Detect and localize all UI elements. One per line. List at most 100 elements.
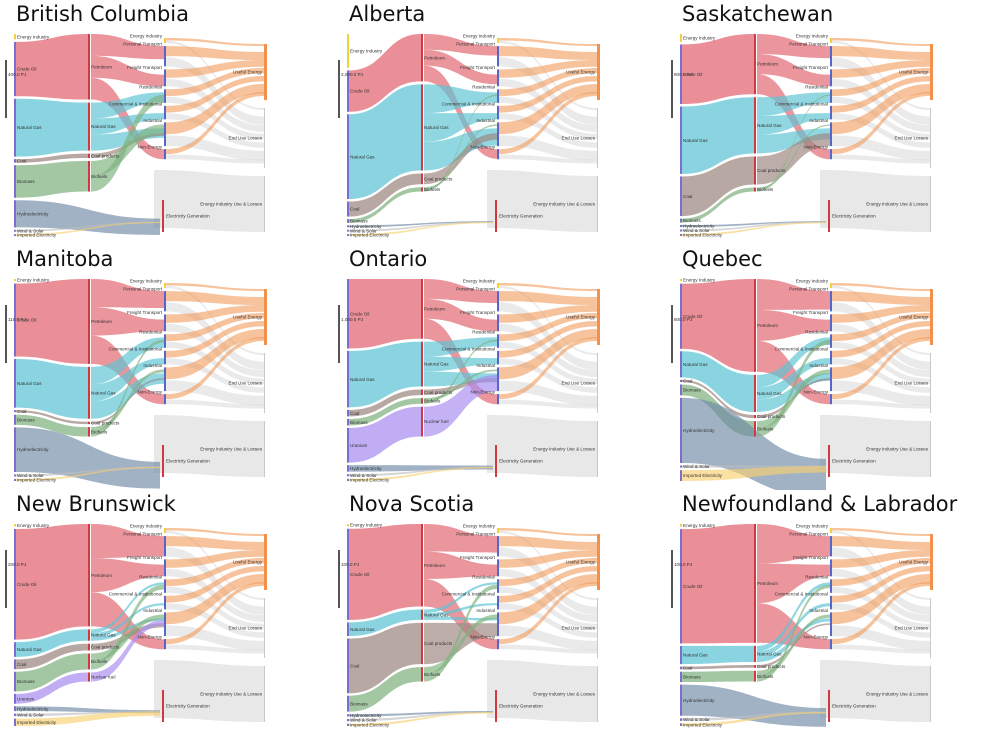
useful-energy-flow — [166, 337, 264, 400]
source-label: Uranium — [350, 443, 368, 448]
outcome-node — [597, 421, 598, 477]
useful-energy-flow — [166, 60, 264, 78]
carrier-node-coal — [754, 665, 756, 668]
sector-flow — [424, 374, 497, 437]
sector-node — [164, 89, 166, 103]
flow-bands — [16, 279, 264, 489]
sector-label: Industrial — [476, 118, 495, 123]
source-node-natural_gas — [347, 114, 349, 200]
source-label: Coal — [17, 409, 26, 414]
useful-energy-flow — [499, 46, 597, 61]
source-node-biomass — [14, 165, 16, 198]
sector-flow — [91, 558, 164, 593]
loss-flow — [499, 586, 597, 630]
carrier-label: Petroleum — [757, 62, 778, 67]
carrier-node-natural_gas — [421, 341, 423, 387]
carrier-node-uranium — [88, 672, 90, 682]
nodes: Energy Industry Crude Oil Natural Gas Coal B… — [14, 278, 267, 483]
sector-flow — [91, 358, 164, 402]
source-label: Natural Gas — [17, 125, 42, 130]
source-flow-natural_gas — [682, 351, 754, 412]
flow-bands — [16, 34, 264, 236]
source-label: Biomass — [683, 218, 701, 223]
sector-flow — [91, 113, 164, 135]
source-label: Crude Oil — [17, 582, 36, 587]
outcome-node — [264, 289, 267, 345]
scale-bar — [5, 550, 7, 608]
sector-flow — [757, 94, 830, 192]
carrier-label: Coal products — [757, 414, 786, 419]
sector-node — [497, 291, 499, 312]
source-label: Wind & Solar — [683, 464, 710, 469]
useful-energy-flow — [166, 305, 264, 323]
energy-industry-loss-flow — [820, 170, 930, 232]
outcome-node — [597, 44, 600, 100]
source-node-crude_oil — [347, 528, 349, 620]
carrier-node-biomass — [421, 398, 423, 404]
outcome-label: Useful Energy — [899, 315, 929, 320]
outcome-node — [597, 598, 598, 658]
useful-energy-flow — [166, 68, 264, 97]
useful-energy-flow — [166, 536, 264, 551]
carrier-label: Coal products — [757, 168, 786, 173]
source-label: Natural Gas — [17, 381, 42, 386]
loss-flow — [832, 530, 930, 601]
carrier-label: Natural Gas — [757, 652, 782, 657]
outcome-label: Useful Energy — [233, 315, 263, 320]
energy-industry-loss-flow — [487, 170, 597, 232]
carrier-label: Biofuels — [424, 672, 441, 677]
sector-label: Energy Industry — [463, 33, 496, 38]
sector-label: Freight Transport — [460, 310, 496, 315]
carrier-label: Petroleum — [91, 319, 112, 324]
sector-flow — [424, 551, 497, 580]
source-node-natural_gas — [680, 106, 682, 174]
sector-node — [497, 559, 499, 577]
source-label: Imported Electricity — [17, 478, 57, 483]
source-node-imported_electricity — [14, 234, 16, 236]
sector-label: Residential — [139, 575, 162, 580]
source-node-wind_solar — [14, 474, 16, 477]
source-node-wind_solar — [347, 474, 349, 477]
generation-flow-hydroelectricity — [349, 465, 493, 472]
loss-flow — [499, 644, 597, 654]
source-label: Hydroelectricity — [350, 713, 382, 718]
source-node-crude_oil — [14, 528, 16, 640]
energy-industry-loss-flow — [487, 660, 597, 722]
sector-flow — [757, 358, 830, 400]
source-label: Coal — [683, 194, 692, 199]
useful-energy-flow — [832, 337, 930, 400]
nodes: Energy Industry Crude Oil Natural Gas Coal B… — [680, 33, 933, 238]
sector-flow — [757, 128, 830, 154]
generation-flow-wind_solar — [682, 221, 826, 232]
outcome-label: End Use Losses — [229, 381, 263, 386]
carrier-node-crude_oil — [754, 524, 756, 643]
sector-node — [497, 314, 499, 332]
sector-label: Non-Energy — [470, 144, 495, 149]
sector-label: Commercial & Institutional — [442, 346, 495, 351]
source-node-coal — [680, 176, 682, 217]
carrier-label: Natural Gas — [757, 123, 782, 128]
source-flow-crude_oil — [349, 34, 421, 112]
electricity-generation-label: Electricity Generation — [499, 704, 543, 709]
source-node-crude_oil — [347, 279, 349, 349]
source-node-biomass — [680, 671, 682, 683]
sector-flow — [91, 34, 164, 60]
source-node-hydroelectricity — [680, 225, 682, 228]
sector-flow — [757, 618, 830, 663]
energy-industry-loss-flow — [820, 660, 930, 722]
source-node-energy_industry — [14, 279, 16, 282]
carrier-node-biomass — [88, 653, 90, 670]
source-label: Crude Oil — [350, 572, 369, 577]
scale-bar — [671, 550, 673, 608]
loss-flow — [832, 586, 930, 630]
sector-label: Residential — [472, 330, 495, 335]
useful-energy-flow — [832, 46, 930, 61]
source-flow-natural_gas — [349, 341, 421, 408]
sector-flow — [424, 133, 497, 185]
loss-flow — [499, 530, 597, 601]
useful-energy-flow — [499, 92, 597, 155]
sector-label: Non-Energy — [803, 389, 828, 394]
source-label: Imported Electricity — [17, 720, 57, 725]
source-label: Imported Electricity — [683, 722, 723, 727]
source-flow-crude_oil — [349, 279, 421, 349]
